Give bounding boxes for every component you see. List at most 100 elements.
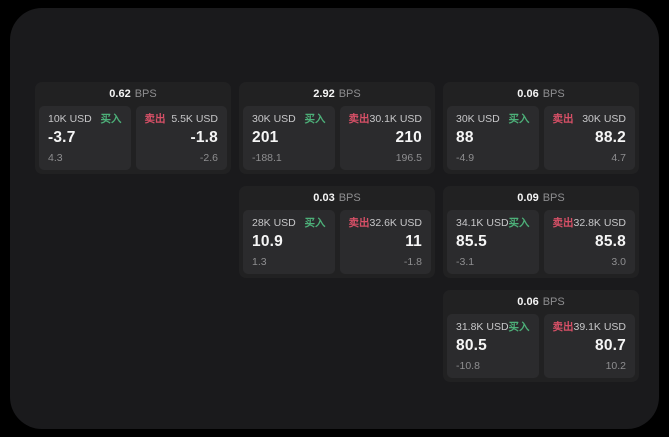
sell-amount: 5.5K USD: [171, 113, 218, 125]
buy-change: -4.9: [456, 152, 475, 164]
buy-price: 80.5: [456, 337, 487, 354]
sell-amount: 39.1K USD: [573, 321, 627, 333]
card-header: 0.09 BPS: [443, 186, 639, 210]
quote-card: 0.06 BPS 31.8K USD 买入 80.5 -10.8 卖出 39.1K USD 80…: [443, 290, 639, 382]
quote-card: 0.03 BPS 28K USD 买入 10.9 1.3 卖出 32.6K USD 11 -1.8: [239, 186, 435, 278]
card-body: 10K USD 买入 -3.7 4.3 卖出 5.5K USD -1.8 -2.6: [35, 106, 231, 174]
card-header: 0.06 BPS: [443, 290, 639, 314]
buy-amount: 28K USD: [252, 217, 296, 229]
bps-value: 0.06: [517, 296, 539, 308]
buy-change: -3.1: [456, 256, 475, 268]
card-body: 28K USD 买入 10.9 1.3 卖出 32.6K USD 11 -1.8: [239, 210, 435, 278]
buy-pane[interactable]: 28K USD 买入 10.9 1.3: [243, 210, 335, 274]
card-body: 30K USD 买入 88 -4.9 卖出 30K USD 88.2 4.7: [443, 106, 639, 174]
sell-tag: 卖出: [552, 217, 574, 229]
sell-price: 210: [395, 129, 422, 146]
card-header: 2.92 BPS: [239, 82, 435, 106]
card-header: 0.62 BPS: [35, 82, 231, 106]
buy-pane-header: 31.8K USD 买入: [456, 321, 530, 333]
bps-value: 0.09: [517, 192, 539, 204]
sell-amount: 32.6K USD: [369, 217, 423, 229]
bps-value: 2.92: [313, 88, 335, 100]
bps-unit-label: BPS: [542, 192, 565, 204]
buy-change: 4.3: [48, 152, 63, 164]
sell-change: 10.2: [605, 360, 626, 372]
sell-pane-header: 卖出 39.1K USD: [553, 321, 627, 333]
bps-unit-label: BPS: [338, 88, 361, 100]
bps-value: 0.06: [517, 88, 539, 100]
sell-tag: 卖出: [348, 217, 370, 229]
buy-amount: 30K USD: [456, 113, 500, 125]
sell-pane[interactable]: 卖出 32.8K USD 85.8 3.0: [543, 210, 635, 274]
buy-price: -3.7: [48, 129, 76, 146]
buy-pane[interactable]: 10K USD 买入 -3.7 4.3: [39, 106, 131, 170]
bps-unit-label: BPS: [134, 88, 157, 100]
buy-pane-header: 30K USD 买入: [456, 113, 530, 125]
sell-price: 88.2: [595, 129, 626, 146]
buy-price: 85.5: [456, 233, 487, 250]
sell-price: 11: [405, 233, 422, 250]
buy-tag: 买入: [508, 217, 530, 229]
buy-price: 88: [456, 129, 474, 146]
sell-amount: 30K USD: [582, 113, 626, 125]
buy-tag: 买入: [304, 113, 326, 125]
quote-card: 0.09 BPS 34.1K USD 买入 85.5 -3.1 卖出 32.8K USD 85.…: [443, 186, 639, 278]
card-body: 31.8K USD 买入 80.5 -10.8 卖出 39.1K USD 80.7 10.2: [443, 314, 639, 382]
app-panel: 0.62 BPS 10K USD 买入 -3.7 4.3 卖出 5.5K USD -1.8 -2.…: [10, 8, 659, 429]
sell-pane-header: 卖出 30.1K USD: [349, 113, 423, 125]
card-body: 34.1K USD 买入 85.5 -3.1 卖出 32.8K USD 85.8 3.0: [443, 210, 639, 278]
buy-change: -188.1: [252, 152, 282, 164]
sell-pane[interactable]: 卖出 30K USD 88.2 4.7: [543, 106, 635, 170]
sell-change: 4.7: [611, 152, 626, 164]
buy-pane[interactable]: 34.1K USD 买入 85.5 -3.1: [447, 210, 539, 274]
quote-card: 0.62 BPS 10K USD 买入 -3.7 4.3 卖出 5.5K USD -1.8 -2.…: [35, 82, 231, 174]
quote-card: 2.92 BPS 30K USD 买入 201 -188.1 卖出 30.1K USD 210 1…: [239, 82, 435, 174]
bps-value: 0.62: [109, 88, 131, 100]
buy-pane[interactable]: 30K USD 买入 201 -188.1: [243, 106, 335, 170]
buy-pane[interactable]: 31.8K USD 买入 80.5 -10.8: [447, 314, 539, 378]
buy-pane-header: 10K USD 买入: [48, 113, 122, 125]
sell-price: 85.8: [595, 233, 626, 250]
sell-change: -1.8: [403, 256, 422, 268]
sell-amount: 30.1K USD: [369, 113, 423, 125]
buy-pane[interactable]: 30K USD 买入 88 -4.9: [447, 106, 539, 170]
sell-pane[interactable]: 卖出 30.1K USD 210 196.5: [339, 106, 431, 170]
buy-tag: 买入: [304, 217, 326, 229]
bps-unit-label: BPS: [542, 88, 565, 100]
buy-amount: 34.1K USD: [456, 217, 509, 229]
sell-tag: 卖出: [552, 113, 574, 125]
buy-tag: 买入: [508, 321, 530, 333]
sell-tag: 卖出: [144, 113, 166, 125]
sell-change: -2.6: [199, 152, 218, 164]
bps-unit-label: BPS: [338, 192, 361, 204]
card-body: 30K USD 买入 201 -188.1 卖出 30.1K USD 210 196.5: [239, 106, 435, 174]
sell-pane[interactable]: 卖出 5.5K USD -1.8 -2.6: [135, 106, 227, 170]
sell-tag: 卖出: [552, 321, 574, 333]
buy-pane-header: 30K USD 买入: [252, 113, 326, 125]
buy-pane-header: 28K USD 买入: [252, 217, 326, 229]
sell-price: 80.7: [595, 337, 626, 354]
sell-pane-header: 卖出 30K USD: [553, 113, 627, 125]
buy-amount: 10K USD: [48, 113, 92, 125]
buy-change: 1.3: [252, 256, 267, 268]
buy-price: 201: [252, 129, 279, 146]
bps-value: 0.03: [313, 192, 335, 204]
bps-unit-label: BPS: [542, 296, 565, 308]
sell-tag: 卖出: [348, 113, 370, 125]
sell-change: 196.5: [395, 152, 422, 164]
card-header: 0.03 BPS: [239, 186, 435, 210]
buy-tag: 买入: [100, 113, 122, 125]
sell-pane[interactable]: 卖出 39.1K USD 80.7 10.2: [543, 314, 635, 378]
sell-change: 3.0: [611, 256, 626, 268]
buy-change: -10.8: [456, 360, 480, 372]
sell-pane-header: 卖出 5.5K USD: [145, 113, 219, 125]
buy-amount: 30K USD: [252, 113, 296, 125]
buy-amount: 31.8K USD: [456, 321, 509, 333]
card-header: 0.06 BPS: [443, 82, 639, 106]
buy-pane-header: 34.1K USD 买入: [456, 217, 530, 229]
sell-pane[interactable]: 卖出 32.6K USD 11 -1.8: [339, 210, 431, 274]
quote-grid: 0.62 BPS 10K USD 买入 -3.7 4.3 卖出 5.5K USD -1.8 -2.…: [35, 82, 639, 382]
quote-card: 0.06 BPS 30K USD 买入 88 -4.9 卖出 30K USD 88.2 4.7: [443, 82, 639, 174]
buy-price: 10.9: [252, 233, 283, 250]
sell-pane-header: 卖出 32.6K USD: [349, 217, 423, 229]
